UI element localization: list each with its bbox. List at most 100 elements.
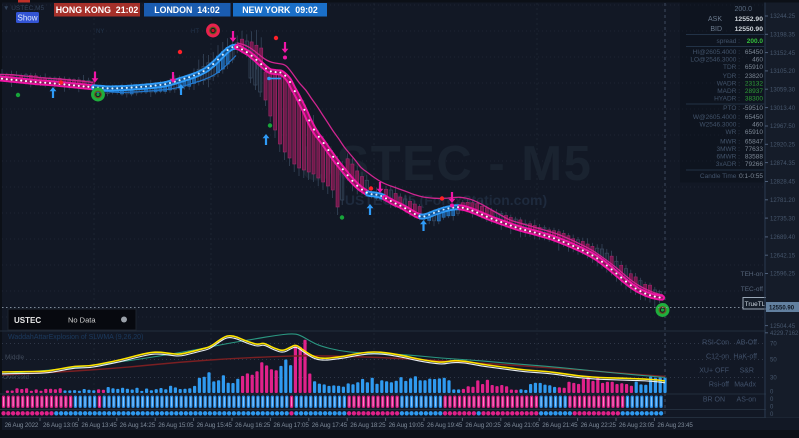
svg-text:26 Aug 15:45: 26 Aug 15:45 — [197, 422, 233, 429]
svg-text:Show: Show — [17, 14, 37, 23]
svg-text:65450: 65450 — [745, 114, 763, 121]
svg-text:28937: 28937 — [745, 88, 763, 95]
svg-text:BR ON: BR ON — [703, 397, 725, 404]
svg-text:12504.45: 12504.45 — [770, 324, 796, 330]
svg-text:HONG KONG 21:02: HONG KONG 21:02 — [56, 5, 139, 15]
svg-text:12552.90: 12552.90 — [735, 16, 764, 23]
svg-text:TEC-off: TEC-off — [741, 286, 763, 293]
svg-text:70: 70 — [770, 342, 777, 348]
svg-text:26 Aug 19:05: 26 Aug 19:05 — [389, 422, 425, 429]
svg-text:30: 30 — [770, 376, 777, 382]
svg-text:MWR :: MWR : — [720, 139, 740, 146]
svg-text:12828.45: 12828.45 — [770, 180, 796, 186]
svg-text:3xADR :: 3xADR : — [716, 161, 740, 168]
svg-text:WR :: WR : — [726, 129, 741, 136]
svg-text:WaddahAttarExplosion of SLWMA: WaddahAttarExplosion of SLWMA (9,26,20) — [8, 334, 143, 341]
svg-text:26 Aug 13:45: 26 Aug 13:45 — [81, 422, 117, 429]
svg-text:HI@2605.4000 :: HI@2605.4000 : — [693, 49, 741, 56]
svg-text:65450: 65450 — [745, 49, 763, 56]
svg-text:26 Aug 21:05: 26 Aug 21:05 — [504, 422, 540, 429]
svg-text:38300: 38300 — [745, 96, 763, 103]
svg-text:NEW YORK 09:02: NEW YORK 09:02 — [242, 5, 318, 15]
svg-text:13105.20: 13105.20 — [770, 69, 796, 75]
svg-text:12596.25: 12596.25 — [770, 272, 796, 278]
svg-text:Middle: Middle — [5, 354, 25, 361]
svg-text:26 Aug 18:25: 26 Aug 18:25 — [350, 422, 386, 429]
svg-text:0: 0 — [770, 390, 774, 396]
svg-text:26 Aug 23:45: 26 Aug 23:45 — [657, 422, 693, 429]
svg-text:WADR :: WADR : — [717, 81, 740, 88]
svg-text:0: 0 — [770, 405, 774, 411]
svg-text:13059.30: 13059.30 — [770, 87, 796, 93]
svg-text:26 Aug 15:05: 26 Aug 15:05 — [158, 422, 194, 429]
svg-text:26 Aug 17:45: 26 Aug 17:45 — [312, 422, 348, 429]
svg-text:26 Aug 20:25: 26 Aug 20:25 — [465, 422, 501, 429]
svg-text:-59510: -59510 — [743, 105, 764, 112]
svg-text:XU+ OFF: XU+ OFF — [699, 368, 729, 375]
svg-text:13198.35: 13198.35 — [770, 33, 796, 39]
svg-text:12967.50: 12967.50 — [770, 124, 796, 130]
svg-text:65910: 65910 — [745, 129, 763, 136]
svg-text:12550.90: 12550.90 — [769, 305, 795, 311]
svg-text:13013.40: 13013.40 — [770, 106, 796, 112]
svg-text:S&R: S&R — [740, 368, 754, 375]
svg-text:65847: 65847 — [745, 139, 763, 146]
svg-text:12735.30: 12735.30 — [770, 216, 796, 222]
svg-text:0: 0 — [770, 397, 774, 403]
svg-text:26 Aug 2022: 26 Aug 2022 — [5, 422, 39, 429]
svg-text:Oversold: Oversold — [3, 374, 29, 381]
svg-text:460: 460 — [752, 57, 763, 64]
svg-text:LO@2546.3000 :: LO@2546.3000 : — [690, 57, 740, 64]
svg-text:12642.15: 12642.15 — [770, 253, 796, 259]
svg-text:12874.35: 12874.35 — [770, 161, 796, 167]
svg-text:MaAdx: MaAdx — [734, 382, 756, 389]
svg-text:AS-on: AS-on — [737, 397, 757, 404]
svg-text:79266: 79266 — [745, 161, 763, 168]
svg-text:77633: 77633 — [745, 146, 763, 153]
svg-text:TrueTL: TrueTL — [745, 301, 766, 308]
svg-text:460: 460 — [752, 122, 763, 129]
svg-text:26 Aug 21:45: 26 Aug 21:45 — [542, 422, 578, 429]
svg-text:AB-Off: AB-Off — [736, 340, 757, 347]
svg-text:26 Aug 14:25: 26 Aug 14:25 — [120, 422, 156, 429]
svg-text:50: 50 — [770, 358, 777, 364]
svg-text:12550.90: 12550.90 — [735, 26, 764, 33]
svg-text:TEH-on: TEH-on — [741, 271, 764, 278]
svg-text:26 Aug 23:05: 26 Aug 23:05 — [619, 422, 655, 429]
svg-text:▼ USTEC,M5: ▼ USTEC,M5 — [3, 5, 44, 12]
svg-text:NY: NY — [96, 29, 104, 35]
svg-text:W@2605.4000 :: W@2605.4000 : — [693, 114, 740, 121]
svg-text:26 Aug 19:45: 26 Aug 19:45 — [427, 422, 463, 429]
svg-text:YDR :: YDR : — [723, 73, 741, 80]
svg-text:Rsi-off: Rsi-off — [709, 382, 729, 389]
svg-text:13152.45: 13152.45 — [770, 51, 796, 57]
svg-text:12920.25: 12920.25 — [770, 143, 796, 149]
svg-text:26 Aug 16:25: 26 Aug 16:25 — [235, 422, 271, 429]
svg-text:TDR :: TDR : — [723, 64, 740, 71]
svg-text:MADR :: MADR : — [717, 88, 740, 95]
svg-text:LONDON 14:02: LONDON 14:02 — [154, 5, 220, 15]
svg-text:PTO :: PTO : — [723, 105, 740, 112]
svg-text:spread :: spread : — [717, 38, 741, 45]
svg-text:3MWR :: 3MWR : — [717, 146, 741, 153]
svg-text:ASK: ASK — [708, 16, 722, 23]
svg-text:0:1-0:55: 0:1-0:55 — [739, 173, 763, 180]
svg-text:No Data: No Data — [68, 316, 96, 325]
svg-text:12689.40: 12689.40 — [770, 235, 796, 241]
svg-text:4229.7162: 4229.7162 — [770, 331, 799, 337]
svg-text:W2546.3000 :: W2546.3000 : — [700, 122, 741, 129]
svg-text:BID: BID — [710, 26, 722, 33]
svg-text:HT: HT — [191, 29, 199, 35]
svg-text:RSI-Con: RSI-Con — [702, 340, 729, 347]
svg-text:C12-on: C12-on — [706, 354, 729, 361]
svg-text:200.0: 200.0 — [734, 6, 752, 13]
svg-text:26 Aug 17:05: 26 Aug 17:05 — [273, 422, 309, 429]
svg-text:83588: 83588 — [745, 154, 763, 161]
svg-text:65910: 65910 — [745, 64, 763, 71]
svg-text:23132: 23132 — [745, 81, 763, 88]
svg-text:HYADR :: HYADR : — [714, 96, 740, 103]
svg-text:0: 0 — [770, 412, 774, 418]
svg-text:26 Aug 22:25: 26 Aug 22:25 — [581, 422, 617, 429]
svg-text:USTEC: USTEC — [14, 316, 41, 325]
svg-text:26 Aug 13:05: 26 Aug 13:05 — [43, 422, 79, 429]
